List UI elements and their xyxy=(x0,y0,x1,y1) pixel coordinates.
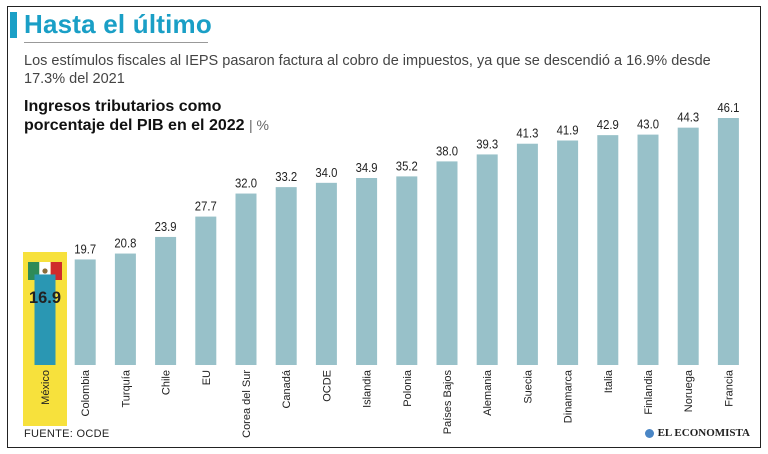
category-label: OCDE xyxy=(321,370,333,402)
value-label: 32.0 xyxy=(235,177,257,191)
bar-islandia xyxy=(356,178,378,365)
value-label: 46.1 xyxy=(717,101,739,115)
category-label: Colombia xyxy=(80,369,92,416)
category-label: Islandia xyxy=(362,369,374,408)
bar-noruega xyxy=(677,127,699,365)
value-label: 19.7 xyxy=(74,242,96,256)
category-label: Francia xyxy=(723,369,735,407)
bar-colombia xyxy=(74,259,96,365)
title-accent-bar xyxy=(10,12,17,38)
mexico-flag-icon xyxy=(28,262,40,280)
el-economista-logo-icon xyxy=(644,428,654,438)
value-label: 35.2 xyxy=(396,159,418,173)
bar-ocde xyxy=(315,182,337,365)
category-label: México xyxy=(40,370,52,405)
infographic-frame xyxy=(7,6,761,448)
category-label: Dinamarca xyxy=(563,369,575,423)
category-label: Alemania xyxy=(482,369,494,416)
bar-eu xyxy=(195,216,217,365)
bar-canadá xyxy=(275,187,297,365)
chart-title: Ingresos tributarios como porcentaje del… xyxy=(24,97,269,135)
bar-corea-del-sur xyxy=(235,193,257,365)
mexico-flag-emblem xyxy=(42,268,48,274)
source-note: FUENTE: OCDE xyxy=(24,428,110,440)
value-label: 39.3 xyxy=(476,137,498,151)
category-label: Noruega xyxy=(683,369,695,412)
value-label: 27.7 xyxy=(195,200,217,214)
bar-países-bajos xyxy=(436,161,458,365)
value-label: 34.0 xyxy=(315,166,337,180)
bar-italia xyxy=(597,135,619,365)
category-label: Italia xyxy=(603,369,615,393)
mexico-flag-red-band xyxy=(50,262,62,280)
value-label: 41.3 xyxy=(516,127,538,141)
value-label: 23.9 xyxy=(155,220,177,234)
value-label: 20.8 xyxy=(114,237,136,251)
category-label: Chile xyxy=(161,370,173,395)
category-label: Suecia xyxy=(522,369,534,404)
page-title: Hasta el último xyxy=(24,9,212,39)
bar-dinamarca xyxy=(557,140,579,365)
brand-name: EL ECONOMISTA xyxy=(657,427,750,439)
value-label: 38.0 xyxy=(436,144,458,158)
bar-francia xyxy=(717,118,739,365)
bar-méxico xyxy=(34,274,56,365)
category-label: Turquía xyxy=(120,369,132,407)
chart-title-line1: Ingresos tributarios como xyxy=(24,98,222,115)
value-label: 44.3 xyxy=(677,111,699,125)
bar-turquía xyxy=(114,253,136,365)
category-label: Corea del Sur xyxy=(241,370,253,438)
value-label: 42.9 xyxy=(597,118,619,132)
category-label: Canadá xyxy=(281,369,293,408)
chart-unit-symbol: % xyxy=(256,117,269,133)
chart-unit: | % xyxy=(249,117,269,133)
category-label: Finlandia xyxy=(643,369,655,415)
title-underline xyxy=(24,42,208,43)
category-label: Polonia xyxy=(402,369,414,407)
bar-suecia xyxy=(516,143,538,365)
subtitle: Los estímulos fiscales al IEPS pasaron f… xyxy=(24,53,711,87)
value-label: 43.0 xyxy=(637,118,659,132)
bar-finlandia xyxy=(637,134,659,365)
bar-chile xyxy=(155,236,177,365)
value-label: 41.9 xyxy=(557,124,579,138)
value-label: 34.9 xyxy=(356,161,378,175)
bar-polonia xyxy=(396,176,418,365)
category-label: Países Bajos xyxy=(442,370,454,435)
value-label: 33.2 xyxy=(275,170,297,184)
category-label: EU xyxy=(201,370,213,385)
value-label: 16.9 xyxy=(29,288,61,307)
chart-title-line2: porcentaje del PIB en el 2022 xyxy=(24,117,245,134)
bar-alemania xyxy=(476,154,498,365)
brand-logo: EL ECONOMISTA xyxy=(644,427,750,439)
